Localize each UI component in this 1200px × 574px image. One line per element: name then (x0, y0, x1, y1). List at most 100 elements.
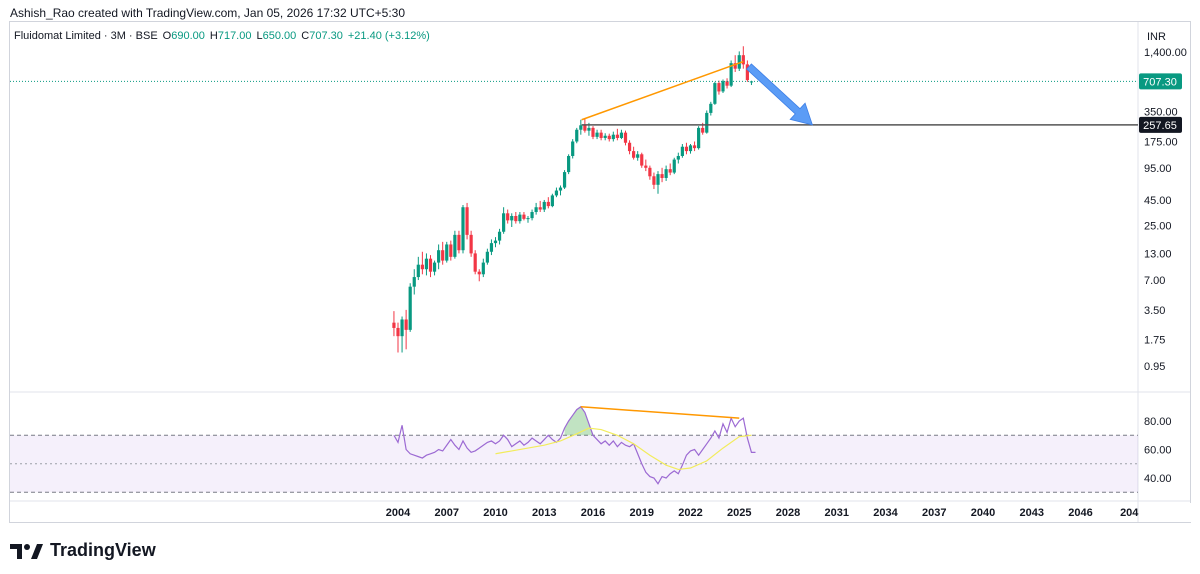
candle-body[interactable] (453, 234, 457, 257)
candle-body[interactable] (538, 207, 542, 210)
candle-body[interactable] (603, 135, 607, 138)
candle-body[interactable] (697, 127, 701, 149)
candle-body[interactable] (445, 244, 449, 261)
candle-body[interactable] (546, 201, 550, 207)
candle-body[interactable] (664, 169, 668, 178)
candle-body[interactable] (595, 132, 599, 137)
candle-body[interactable] (428, 258, 433, 272)
candle-body[interactable] (587, 127, 591, 131)
candle-body[interactable] (441, 250, 445, 261)
candle-body[interactable] (705, 112, 709, 133)
candle-body[interactable] (481, 262, 485, 275)
candle-body[interactable] (627, 142, 632, 152)
candle-body[interactable] (542, 201, 546, 210)
rsi-divergence-line[interactable] (580, 406, 740, 419)
candle-body[interactable] (583, 125, 587, 131)
candle-body[interactable] (514, 215, 518, 222)
candle-body[interactable] (676, 155, 680, 160)
candle-body[interactable] (558, 187, 563, 191)
candle-body[interactable] (672, 159, 676, 173)
chart-frame[interactable] (9, 21, 1191, 523)
rsi-line[interactable] (393, 405, 756, 485)
candle-body[interactable] (457, 234, 461, 251)
candle-body[interactable] (745, 64, 749, 81)
candle-body[interactable] (688, 145, 693, 152)
candle-body[interactable] (489, 243, 494, 252)
candle-body[interactable] (632, 151, 636, 158)
candle-body[interactable] (660, 174, 664, 178)
candle-body[interactable] (721, 81, 725, 92)
candle-body[interactable] (416, 264, 420, 278)
candle-body[interactable] (534, 207, 538, 213)
candle-body[interactable] (404, 319, 408, 330)
candle-body[interactable] (571, 141, 575, 156)
candle-body[interactable] (461, 207, 465, 251)
candle-body[interactable] (522, 214, 526, 219)
candle-body[interactable] (607, 135, 611, 140)
candle-body[interactable] (717, 83, 721, 92)
candle-body[interactable] (611, 134, 615, 140)
candle-body[interactable] (567, 155, 571, 173)
candle-body[interactable] (473, 253, 477, 272)
candle-body[interactable] (424, 258, 429, 270)
candle-body[interactable] (449, 244, 453, 257)
candle-body[interactable] (408, 286, 412, 330)
candle-body[interactable] (400, 319, 404, 337)
candle-body[interactable] (652, 176, 656, 185)
candle-body[interactable] (729, 63, 733, 86)
candle-body[interactable] (749, 81, 754, 83)
candle-body[interactable] (684, 146, 689, 152)
candle-body[interactable] (668, 169, 672, 173)
support-badge[interactable] (1139, 116, 1182, 133)
candle-body[interactable] (615, 134, 619, 138)
candle-body[interactable] (477, 271, 481, 275)
last-price-badge[interactable] (1139, 73, 1182, 90)
candle-body[interactable] (591, 127, 595, 137)
legend-symbol[interactable]: Fluidomat Limited · 3M · BSE (14, 30, 158, 42)
candle-body[interactable] (599, 132, 603, 138)
candle-body[interactable] (733, 63, 737, 69)
candle-body[interactable] (420, 264, 424, 270)
candle-body[interactable] (437, 250, 441, 263)
candle-body[interactable] (713, 83, 717, 104)
candle-body[interactable] (701, 127, 705, 133)
candle-body[interactable] (554, 190, 559, 196)
candle-body[interactable] (562, 172, 567, 188)
candle-body[interactable] (579, 125, 583, 130)
candle-body[interactable] (648, 167, 652, 177)
candle-body[interactable] (465, 207, 469, 235)
candle-body[interactable] (497, 231, 502, 241)
candle-body[interactable] (392, 322, 396, 328)
candle-body[interactable] (506, 213, 510, 221)
rsi-ma-line[interactable] (495, 427, 752, 471)
candle-body[interactable] (530, 212, 534, 219)
candle-body[interactable] (692, 145, 697, 149)
candle-body[interactable] (432, 262, 437, 272)
candle-body[interactable] (680, 146, 684, 156)
candle-body[interactable] (619, 132, 624, 138)
candle-body[interactable] (623, 132, 628, 143)
candle-body[interactable] (510, 215, 514, 221)
candle-body[interactable] (644, 165, 648, 168)
candle-body[interactable] (737, 55, 741, 69)
price-divergence-line[interactable] (581, 60, 744, 121)
candle-body[interactable] (656, 174, 660, 185)
candle-body[interactable] (550, 195, 554, 207)
candle-body[interactable] (493, 240, 498, 244)
candle-body[interactable] (575, 129, 579, 142)
candle-body[interactable] (485, 251, 489, 263)
candle-body[interactable] (709, 103, 713, 113)
candle-body[interactable] (396, 327, 400, 337)
currency-label[interactable]: INR (1147, 31, 1166, 43)
projection-arrow[interactable] (746, 63, 814, 126)
candle-body[interactable] (741, 55, 745, 65)
candle-body[interactable] (725, 81, 729, 86)
candle-body[interactable] (518, 214, 522, 222)
candle-body[interactable] (469, 234, 473, 254)
candle-body[interactable] (526, 218, 530, 220)
candle-body[interactable] (502, 213, 506, 232)
candle-body[interactable] (640, 154, 644, 166)
candle-body[interactable] (636, 154, 640, 158)
candle-body[interactable] (412, 277, 416, 287)
